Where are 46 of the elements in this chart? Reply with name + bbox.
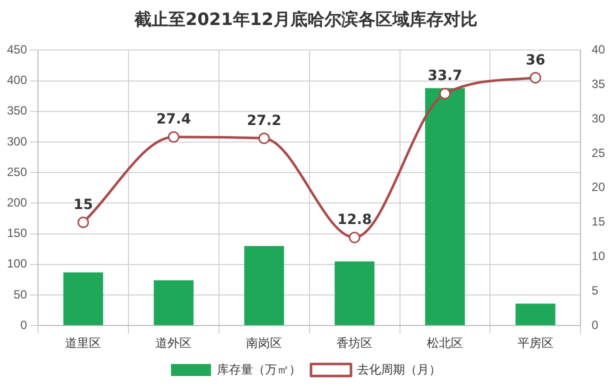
bar — [425, 88, 465, 326]
y-tick-label: 300 — [6, 134, 28, 148]
legend-label: 去化周期（月） — [357, 362, 441, 376]
point — [77, 216, 89, 228]
y2-tick-label: 20 — [592, 180, 606, 194]
x-tick-label: 南岗区 — [246, 336, 282, 350]
y-tick-label: 100 — [6, 256, 28, 271]
bar — [516, 304, 556, 326]
y-tick-label: 50 — [14, 287, 28, 302]
data-label: 15 — [74, 196, 93, 213]
data-label: 33.7 — [428, 68, 462, 84]
bar — [63, 272, 104, 326]
point — [348, 232, 360, 244]
y2-tick-label: 10 — [592, 249, 606, 264]
bar — [244, 246, 284, 326]
y2-tick-label: 25 — [592, 146, 606, 160]
data-label: 36 — [526, 52, 546, 68]
point — [530, 72, 542, 84]
data-label: 27.4 — [156, 112, 192, 128]
point — [258, 132, 270, 144]
y2-tick-label: 35 — [592, 76, 606, 91]
x-tick-label: 香坊区 — [336, 336, 373, 350]
x-tick-label: 道里区 — [65, 336, 102, 350]
x-tick-label: 松北区 — [426, 336, 463, 350]
x-tick-label: 道外区 — [156, 336, 192, 350]
y2-tick-label: 15 — [592, 214, 606, 229]
chart-title: 截止至2021年12月底哈尔滨各区域库存对比 — [133, 9, 478, 32]
legend-label: 库存量（万㎡） — [217, 362, 301, 376]
y2-tick-label: 0 — [592, 318, 599, 332]
y-tick-label: 0 — [20, 318, 28, 332]
y-tick-label: 350 — [6, 104, 28, 118]
y2-tick-label: 5 — [592, 283, 599, 298]
y-tick-label: 250 — [6, 164, 28, 179]
y2-tick-label: 40 — [592, 42, 606, 57]
point — [439, 88, 451, 100]
x-tick-label: 平房区 — [517, 336, 554, 350]
y-tick-label: 200 — [6, 196, 28, 210]
y2-tick-label: 30 — [592, 111, 606, 126]
data-label: 12.8 — [337, 212, 372, 228]
y-tick-label: 150 — [6, 226, 28, 240]
y-tick-label: 450 — [6, 42, 28, 57]
data-label: 27.2 — [246, 112, 282, 129]
bar — [154, 280, 194, 326]
point — [168, 131, 180, 143]
y-tick-label: 400 — [6, 73, 28, 88]
bar — [334, 261, 374, 326]
